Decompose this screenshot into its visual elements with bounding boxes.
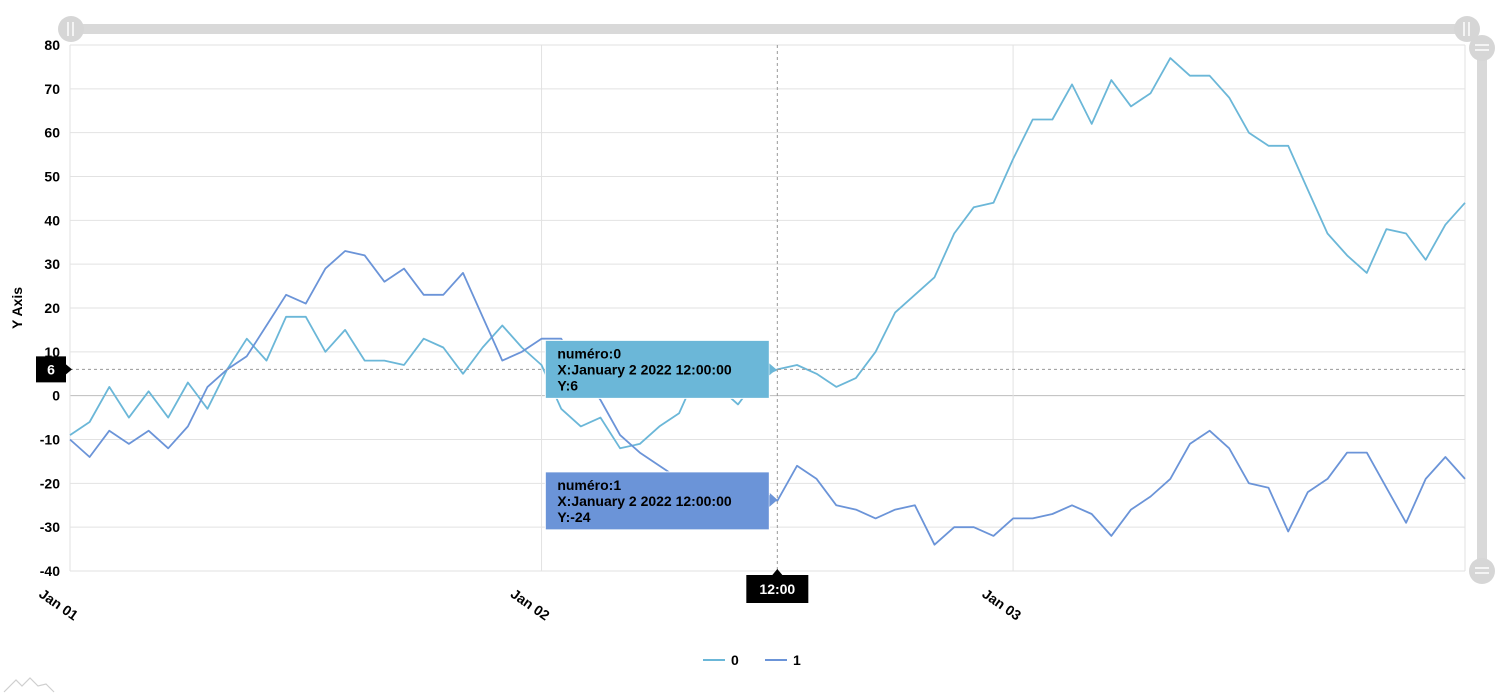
y-tick-label: 30 — [44, 256, 60, 272]
tooltip-y-value: Y:6 — [557, 377, 578, 393]
grid — [69, 44, 1466, 572]
vertical-scroll-handle-end[interactable] — [1469, 558, 1495, 584]
x-axis-ticks: Jan 01 Jan 02 Jan 03 — [36, 585, 1024, 623]
vertical-scrollbar[interactable] — [1469, 35, 1495, 584]
x-tick-label: Jan 02 — [508, 585, 553, 623]
tooltip-box — [544, 471, 770, 531]
y-tick-label: -10 — [40, 432, 60, 448]
crosshair-y-badge-pointer — [66, 364, 72, 375]
legend-item-0[interactable]: 0 — [703, 652, 739, 668]
crosshair-y-badge-box — [36, 356, 66, 383]
horizontal-scrollbar-track[interactable] — [68, 24, 1468, 34]
y-axis-title: Y Axis — [9, 287, 25, 329]
crosshair-y-badge: 6 — [36, 356, 72, 383]
tooltip-series-0: numéro:0 X:January 2 2022 12:00:00 Y:6 — [544, 339, 777, 399]
tooltip-pointer — [769, 363, 777, 376]
y-tick-label: -30 — [40, 519, 60, 535]
legend: 0 1 — [703, 652, 801, 668]
tooltip-series-name: numéro:1 — [557, 477, 621, 493]
tooltip-series-name: numéro:0 — [557, 345, 621, 361]
crosshair-x-badge-box — [746, 575, 809, 603]
horizontal-scrollbar[interactable] — [58, 16, 1480, 42]
y-tick-label: -20 — [40, 475, 60, 491]
legend-label-1: 1 — [793, 652, 801, 668]
x-tick-label: Jan 01 — [36, 585, 81, 623]
crosshair: 6 12:00 — [36, 45, 1465, 603]
tooltip-x-value: X:January 2 2022 12:00:00 — [557, 361, 732, 377]
tooltip-y-value: Y:-24 — [557, 509, 590, 525]
x-tick-label: Jan 03 — [979, 585, 1024, 623]
y-tick-label: 40 — [44, 212, 60, 228]
horizontal-scroll-handle-end[interactable] — [1454, 16, 1480, 42]
legend-item-1[interactable]: 1 — [765, 652, 801, 668]
crosshair-x-label: 12:00 — [759, 581, 795, 597]
y-tick-label: -40 — [40, 563, 60, 579]
legend-label-0: 0 — [731, 652, 739, 668]
y-tick-label: 10 — [44, 344, 60, 360]
crosshair-x-badge-pointer — [772, 569, 783, 575]
y-tick-label: 50 — [44, 169, 60, 185]
vertical-scroll-handle-start[interactable] — [1469, 35, 1495, 61]
tooltip-pointer — [769, 494, 777, 507]
y-tick-label: 60 — [44, 125, 60, 141]
horizontal-scroll-handle-start[interactable] — [58, 16, 84, 42]
tooltip-box — [544, 339, 770, 399]
y-tick-label: 80 — [44, 37, 60, 53]
tooltip-x-value: X:January 2 2022 12:00:00 — [557, 493, 732, 509]
y-tick-label: 70 — [44, 81, 60, 97]
vertical-scrollbar-track[interactable] — [1477, 46, 1487, 571]
y-tick-label: 20 — [44, 300, 60, 316]
tooltip-series-1: numéro:1 X:January 2 2022 12:00:00 Y:-24 — [544, 471, 777, 531]
y-tick-label: 0 — [52, 388, 60, 404]
crosshair-x-badge: 12:00 — [746, 569, 809, 603]
chart-logo-watermark-icon — [3, 677, 55, 693]
crosshair-y-label: 6 — [47, 361, 55, 377]
y-axis-ticks: 80 70 60 50 40 30 20 10 0 -10 -20 -30 -40 — [40, 37, 60, 579]
